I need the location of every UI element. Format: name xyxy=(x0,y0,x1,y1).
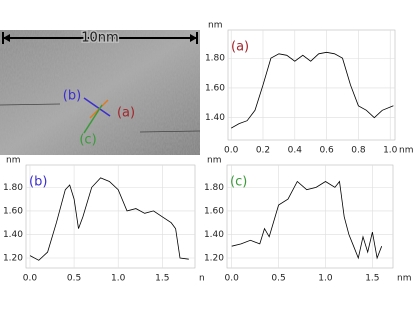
y-unit: nm xyxy=(208,21,222,31)
plot-area xyxy=(227,29,396,141)
plot-area xyxy=(25,164,196,269)
x-tick-label: 1.5 xyxy=(365,274,379,284)
image-label: (b) xyxy=(63,89,81,104)
y-tick-label: 1.60 xyxy=(204,206,224,216)
x-tick-label: 0.5 xyxy=(67,274,81,284)
plot-area xyxy=(226,164,394,269)
panel-label: (b) xyxy=(29,175,47,190)
x-tick-label: 0.6 xyxy=(319,146,334,156)
y-tick-label: 1.40 xyxy=(205,113,225,123)
x-tick-label: 0.0 xyxy=(225,274,240,284)
y-tick-label: 1.40 xyxy=(3,230,23,240)
x-tick-label: 1.5 xyxy=(155,274,169,284)
y-unit: nm xyxy=(6,156,20,166)
x-tick-label: 0.8 xyxy=(351,146,366,156)
x-tick-label: 0.2 xyxy=(256,146,270,156)
y-tick-label: 1.40 xyxy=(204,230,224,240)
y-tick-label: 1.80 xyxy=(3,183,23,193)
x-tick-label: 1.0 xyxy=(383,146,398,156)
image-label: (a) xyxy=(117,106,135,121)
x-unit: nm xyxy=(397,274,411,284)
x-tick-label: 0.0 xyxy=(224,146,239,156)
y-tick-label: 1.80 xyxy=(205,54,225,64)
image-label: (c) xyxy=(79,133,96,148)
x-unit: n xyxy=(199,274,205,284)
profile-line xyxy=(231,180,383,260)
y-unit: nm xyxy=(207,156,221,166)
x-tick-label: 0.5 xyxy=(271,274,285,284)
x-tick-label: 1.0 xyxy=(318,274,333,284)
y-tick-label: 1.20 xyxy=(3,253,23,263)
stm-image xyxy=(0,30,201,155)
x-unit: nm xyxy=(399,146,413,156)
panel-label: (a) xyxy=(231,40,249,55)
x-tick-label: 1.0 xyxy=(111,274,126,284)
y-tick-label: 1.20 xyxy=(204,253,224,263)
scale-label: 10nm xyxy=(81,31,118,46)
y-tick-label: 1.80 xyxy=(204,183,224,193)
panel-label: (c) xyxy=(230,175,247,190)
profile-line xyxy=(231,51,394,129)
y-tick-label: 1.60 xyxy=(3,206,23,216)
profile-line xyxy=(29,177,189,261)
x-tick-label: 0.0 xyxy=(23,274,38,284)
y-tick-label: 1.60 xyxy=(205,83,225,93)
x-tick-label: 0.4 xyxy=(288,146,303,156)
